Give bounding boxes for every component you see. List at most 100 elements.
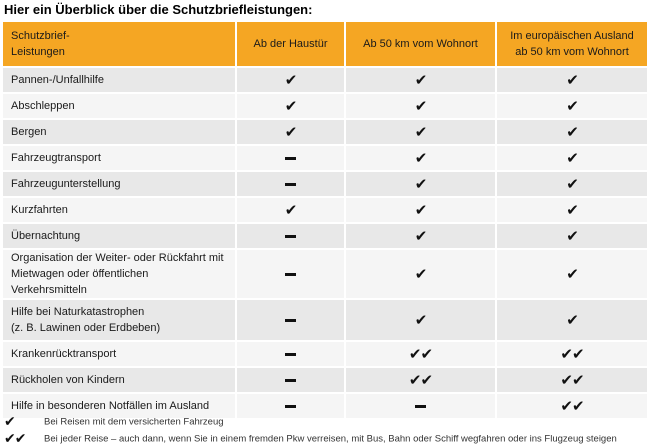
legend-item-double: ✔✔ Bei jeder Reise – auch dann, wenn Sie … (4, 431, 617, 447)
check-icon: ✔ (414, 122, 428, 141)
check-icon: ✔ (414, 226, 428, 245)
check-icon: ✔ (414, 70, 428, 89)
coverage-cell: ✔ (345, 145, 497, 172)
row-label: Abschleppen (3, 93, 237, 120)
double-check-icon: ✔✔ (560, 370, 584, 389)
coverage-cell: ✔ (496, 223, 647, 250)
table-row: Fahrzeugtransport ✔ ✔ (3, 145, 647, 172)
check-icon: ✔ (414, 310, 428, 329)
dash-icon (285, 378, 296, 382)
coverage-cell: ✔ (496, 119, 647, 146)
coverage-cell: ✔ (496, 249, 647, 300)
row-label: Kurzfahrten (3, 197, 237, 224)
coverage-cell: ✔ (496, 197, 647, 224)
table-row: Pannen-/Unfallhilfe ✔ ✔ ✔ (3, 67, 647, 94)
coverage-cell (236, 223, 346, 250)
table-row: Übernachtung ✔ ✔ (3, 223, 647, 250)
check-icon: ✔ (566, 174, 579, 193)
dash-icon (285, 182, 296, 186)
header-europe-abroad: Im europäischen Ausland ab 50 km vom Woh… (496, 22, 647, 68)
coverage-cell: ✔✔ (496, 341, 647, 368)
check-icon: ✔ (284, 122, 298, 141)
header-from-doorstep: Ab der Haustür (236, 22, 346, 68)
double-check-icon: ✔✔ (560, 396, 584, 415)
coverage-cell: ✔ (345, 223, 497, 250)
row-label: Pannen-/Unfallhilfe (3, 67, 237, 94)
coverage-cell: ✔ (236, 197, 346, 224)
row-label: Übernachtung (3, 223, 237, 250)
coverage-cell: ✔✔ (496, 393, 647, 420)
check-icon: ✔ (414, 148, 428, 167)
double-check-icon: ✔✔ (408, 370, 433, 389)
row-label: Fahrzeugtransport (3, 145, 237, 172)
row-label: Fahrzeugunterstellung (3, 171, 237, 198)
header-benefits: Schutzbrief- Leistungen (3, 22, 237, 68)
table-row: Rückholen von Kindern ✔✔ ✔✔ (3, 367, 647, 394)
coverage-cell: ✔ (496, 145, 647, 172)
table-row: Krankenrücktransport ✔✔ ✔✔ (3, 341, 647, 368)
legend-item-single: ✔ Bei Reisen mit dem versicherten Fahrzeu… (4, 414, 224, 430)
check-icon: ✔ (4, 414, 16, 430)
coverage-cell (345, 393, 497, 420)
coverage-cell (236, 145, 346, 172)
table-row: Organisation der Weiter- oder Rückfahrt … (3, 249, 647, 300)
coverage-cell: ✔ (496, 171, 647, 198)
coverage-cell: ✔✔ (345, 367, 497, 394)
dash-icon (285, 318, 296, 322)
table-body: Pannen-/Unfallhilfe ✔ ✔ ✔ Abschleppen ✔ ✔ ✔ Berg… (3, 67, 647, 420)
coverage-cell (236, 393, 346, 420)
dash-icon (415, 404, 426, 408)
table-row: Abschleppen ✔ ✔ ✔ (3, 93, 647, 120)
header-from-50km: Ab 50 km vom Wohnort (345, 22, 497, 68)
coverage-cell: ✔ (345, 197, 497, 224)
coverage-cell: ✔ (345, 171, 497, 198)
table-row: Kurzfahrten ✔ ✔ ✔ (3, 197, 647, 224)
table-header-row: Schutzbrief- Leistungen Ab der Haustür A… (3, 22, 647, 68)
legend-text: Bei jeder Reise – auch dann, wenn Sie in… (44, 433, 617, 445)
table-row: Bergen ✔ ✔ ✔ (3, 119, 647, 146)
coverage-cell (236, 171, 346, 198)
benefits-table: Schutzbrief- Leistungen Ab der Haustür A… (3, 22, 647, 420)
dash-icon (285, 352, 296, 356)
check-icon: ✔ (414, 200, 428, 219)
page-title: Hier ein Überblick über die Schutzbriefl… (4, 2, 313, 17)
coverage-cell: ✔ (496, 299, 647, 342)
table-row: Fahrzeugunterstellung ✔ ✔ (3, 171, 647, 198)
check-icon: ✔ (284, 96, 298, 115)
check-icon: ✔ (566, 122, 579, 141)
coverage-cell: ✔✔ (496, 367, 647, 394)
coverage-cell: ✔ (345, 93, 497, 120)
check-icon: ✔ (284, 200, 298, 219)
row-label: Rückholen von Kindern (3, 367, 237, 394)
coverage-cell (236, 367, 346, 394)
check-icon: ✔ (566, 96, 579, 115)
coverage-cell: ✔ (236, 119, 346, 146)
table-row: Hilfe bei Naturkatastrophen (z. B. Lawin… (3, 299, 647, 342)
double-check-icon: ✔✔ (408, 344, 433, 363)
check-icon: ✔ (566, 70, 579, 89)
check-icon: ✔ (566, 226, 579, 245)
row-label: Krankenrücktransport (3, 341, 237, 368)
check-icon: ✔ (566, 264, 579, 283)
table-row: Hilfe in besonderen Notfällen im Ausland… (3, 393, 647, 420)
legend-text: Bei Reisen mit dem versicherten Fahrzeug (44, 416, 224, 428)
coverage-cell: ✔ (496, 93, 647, 120)
check-icon: ✔ (414, 96, 428, 115)
coverage-cell (236, 299, 346, 342)
coverage-cell: ✔ (236, 67, 346, 94)
dash-icon (285, 234, 296, 238)
row-label: Hilfe in besonderen Notfällen im Ausland (3, 393, 237, 420)
dash-icon (285, 404, 296, 408)
row-label: Organisation der Weiter- oder Rückfahrt … (3, 249, 237, 300)
dash-icon (285, 156, 296, 160)
coverage-cell: ✔ (345, 249, 497, 300)
double-check-icon: ✔✔ (560, 344, 584, 363)
coverage-cell: ✔ (236, 93, 346, 120)
double-check-icon: ✔✔ (4, 431, 26, 447)
check-icon: ✔ (566, 310, 579, 329)
check-icon: ✔ (414, 174, 428, 193)
coverage-cell: ✔✔ (345, 341, 497, 368)
coverage-cell: ✔ (345, 299, 497, 342)
row-label: Bergen (3, 119, 237, 146)
